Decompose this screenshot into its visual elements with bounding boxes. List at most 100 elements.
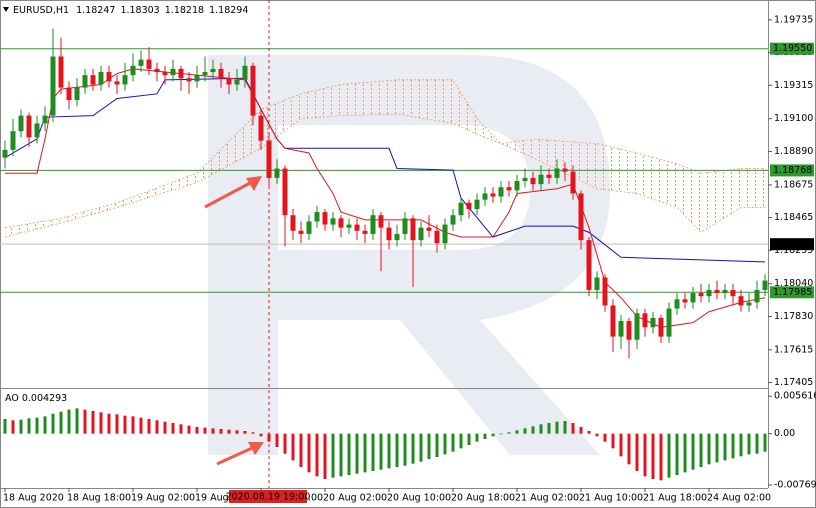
ao-bar bbox=[211, 428, 215, 434]
ao-bar bbox=[115, 414, 119, 434]
ao-bar bbox=[51, 413, 55, 434]
y-tick-label: 1.18255 bbox=[774, 245, 813, 256]
candle-body bbox=[586, 240, 592, 290]
ao-bar bbox=[179, 424, 183, 434]
ao-bar bbox=[643, 433, 647, 477]
candle-body bbox=[10, 131, 16, 150]
ao-bar bbox=[659, 433, 663, 481]
ao-bar bbox=[531, 426, 535, 434]
bid-label: 1.18294 bbox=[773, 239, 812, 250]
ao-bar bbox=[499, 433, 503, 435]
candle-body bbox=[474, 199, 480, 210]
indicator-value: 0.004293 bbox=[22, 393, 67, 404]
candle-body bbox=[170, 68, 176, 76]
y-tick-label: 1.19100 bbox=[774, 113, 813, 124]
candle-body bbox=[42, 115, 48, 124]
candle-body bbox=[378, 215, 384, 228]
ao-bar bbox=[283, 433, 287, 454]
ao-bar bbox=[307, 433, 311, 473]
candle-body bbox=[538, 174, 544, 185]
ao-bar bbox=[667, 433, 671, 478]
level-label-bg bbox=[770, 286, 814, 299]
candle-body bbox=[418, 227, 424, 241]
crosshair-label-bg bbox=[229, 490, 307, 503]
ao-bar bbox=[451, 433, 455, 452]
candle-body bbox=[754, 289, 760, 303]
ao-bar bbox=[427, 433, 431, 459]
candle-body bbox=[674, 299, 680, 309]
ao-bar bbox=[371, 433, 375, 471]
ao-bar bbox=[379, 433, 383, 470]
ao-bar bbox=[763, 433, 767, 452]
candle-body bbox=[626, 321, 632, 340]
candle-body bbox=[66, 87, 72, 101]
x-tick-label: 20 Aug 02:00 bbox=[323, 493, 387, 504]
ao-tick-label: 0.00 bbox=[774, 428, 795, 439]
ao-bar bbox=[611, 433, 615, 449]
ao-bar bbox=[555, 421, 559, 434]
ao-bar bbox=[59, 411, 63, 434]
ao-bar bbox=[347, 433, 351, 475]
candle-body bbox=[530, 177, 536, 185]
candle-body bbox=[490, 193, 496, 197]
candle-body bbox=[282, 168, 288, 216]
ao-bar bbox=[163, 421, 167, 434]
ao-bar bbox=[67, 409, 71, 434]
candle-body bbox=[402, 218, 408, 234]
y-tick-label: 1.17615 bbox=[774, 344, 813, 355]
ao-bar bbox=[107, 413, 111, 434]
candle-body bbox=[722, 289, 728, 294]
ao-bar bbox=[131, 416, 135, 434]
ao-bar bbox=[139, 417, 143, 434]
candle-body bbox=[210, 68, 216, 73]
candle-body bbox=[642, 313, 648, 328]
candle-body bbox=[58, 56, 64, 88]
ao-bar bbox=[251, 432, 255, 434]
ao-bar bbox=[635, 433, 639, 471]
cloud-lower bbox=[4, 113, 765, 238]
candle-body bbox=[82, 75, 88, 88]
x-tick-label: 19 Aug 10:00 bbox=[195, 493, 259, 504]
ao-bar bbox=[515, 430, 519, 434]
y-tick-label: 1.17405 bbox=[774, 377, 813, 388]
candle-body bbox=[202, 72, 208, 76]
ao-bar bbox=[443, 433, 447, 455]
candle-body bbox=[330, 218, 336, 225]
header-high: 1.18303 bbox=[120, 5, 159, 16]
candle-body bbox=[130, 65, 136, 76]
candle-body bbox=[218, 68, 224, 79]
candle-body bbox=[410, 218, 416, 241]
candle-body bbox=[762, 280, 768, 290]
ao-bar bbox=[403, 433, 407, 466]
ao-bar bbox=[27, 418, 31, 434]
candle-body bbox=[226, 78, 232, 85]
cloud-upper bbox=[4, 79, 765, 229]
candle-body bbox=[546, 174, 552, 178]
candle-body bbox=[154, 68, 160, 73]
candle-body bbox=[370, 215, 376, 234]
candle-body bbox=[34, 123, 40, 138]
ao-bar bbox=[507, 432, 511, 434]
candle-body bbox=[362, 230, 368, 234]
ao-bar bbox=[35, 417, 39, 434]
ao-bar bbox=[299, 433, 303, 467]
candle-body bbox=[250, 65, 256, 116]
annotation-arrows bbox=[204, 176, 264, 466]
candle-body bbox=[482, 193, 488, 200]
header-close: 1.18294 bbox=[209, 5, 248, 16]
level-label: 1.18768 bbox=[773, 165, 812, 176]
ao-bar bbox=[467, 433, 471, 445]
ao-bar bbox=[523, 428, 527, 434]
overlay-layer: EURUSD,H1 1.18247 1.18303 1.18218 1.1829… bbox=[3, 5, 264, 466]
ao-bar bbox=[419, 433, 423, 462]
y-tick-label: 1.18890 bbox=[774, 146, 813, 157]
ao-bar bbox=[747, 433, 751, 455]
candle-body bbox=[730, 289, 736, 297]
ao-bar bbox=[619, 433, 623, 457]
candle-body bbox=[498, 187, 504, 197]
candle-body bbox=[322, 212, 328, 225]
candle-body bbox=[562, 168, 568, 172]
candle-body bbox=[18, 115, 24, 132]
